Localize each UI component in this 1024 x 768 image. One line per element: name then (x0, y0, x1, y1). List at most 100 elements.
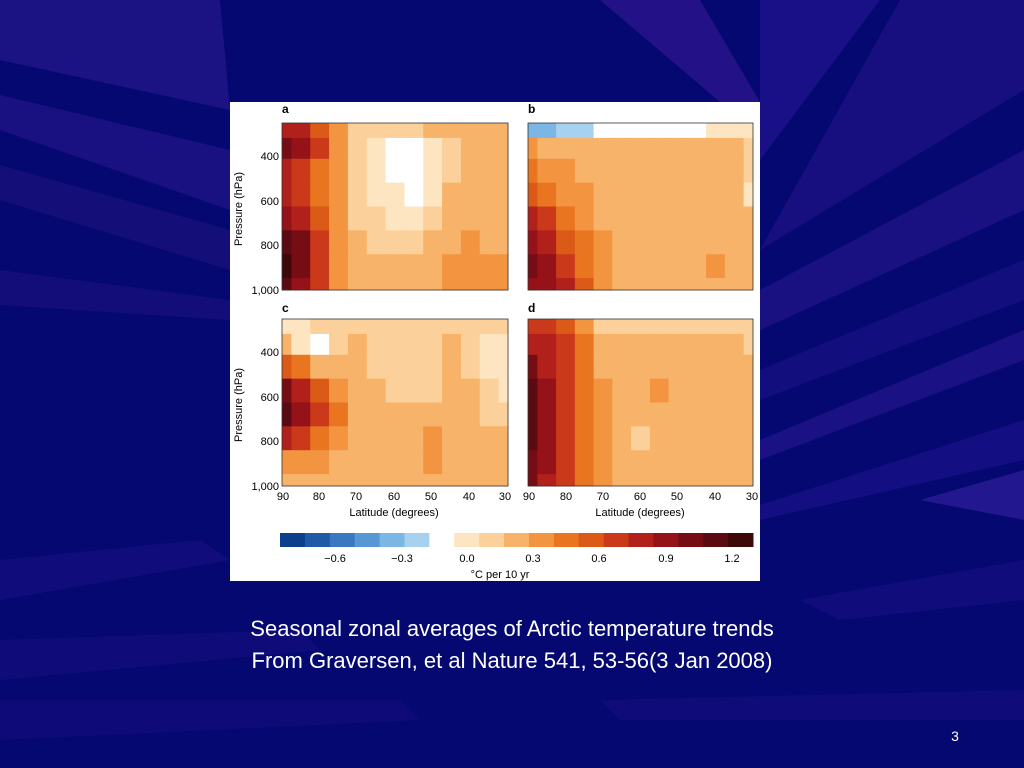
heatmap-cell (442, 137, 462, 160)
heatmap-cell (479, 206, 500, 231)
heatmap-cell (479, 254, 500, 279)
heatmap-cell (366, 333, 387, 356)
heatmap-cell (706, 182, 726, 207)
heatmap-cell (706, 254, 726, 279)
heatmap-cell (649, 182, 670, 207)
heatmap-cell (743, 474, 754, 487)
colorbar (280, 533, 754, 547)
heatmap-cell (574, 474, 595, 487)
colorbar-swatch (504, 533, 530, 547)
heatmap-cell (528, 474, 538, 487)
heatmap-cell (706, 319, 726, 335)
heatmap-cell (574, 230, 595, 255)
heatmap-cell (537, 354, 557, 380)
heatmap-cell (668, 137, 688, 160)
heatmap-cell (706, 333, 726, 356)
heatmap-cell (743, 333, 754, 356)
heatmap-cell (282, 254, 292, 279)
heatmap-cell (404, 158, 424, 184)
heatmap-cell (724, 182, 745, 207)
heatmap-cell (743, 123, 754, 139)
heatmap-cell (282, 278, 292, 291)
heatmap-cell (385, 333, 405, 356)
heatmap-cell (366, 206, 387, 231)
heatmap-cell (593, 278, 613, 291)
heatmap-cell (442, 333, 462, 356)
heatmap-cell (460, 137, 481, 160)
heatmap-cell (687, 182, 707, 207)
x-tick-d-40: 40 (709, 491, 721, 503)
heatmap-cell (385, 402, 405, 427)
heatmap-cell (631, 158, 651, 184)
heatmap-cell (442, 254, 462, 279)
heatmap-cell (385, 278, 405, 291)
heatmap-cell (612, 402, 632, 427)
colorbar-tick-06: 0.6 (591, 553, 606, 565)
heatmap-cell (423, 474, 443, 487)
heatmap-cell (556, 206, 576, 231)
heatmap-cell (574, 333, 595, 356)
heatmap-cell (668, 426, 688, 451)
caption-title: Seasonal zonal averages of Arctic temper… (250, 616, 774, 641)
heatmap-cell (329, 354, 349, 380)
heatmap-cell (612, 182, 632, 207)
heatmap-cell (404, 319, 424, 335)
heatmap-cell (706, 137, 726, 160)
heatmap-cell (385, 137, 405, 160)
heatmap-cell (460, 474, 481, 487)
heatmap-cell (687, 319, 707, 335)
heatmap-cell (593, 450, 613, 475)
heatmap-cell (724, 254, 745, 279)
heatmap-cell (631, 402, 651, 427)
heatmap-cell (528, 137, 538, 160)
heatmap-cell (743, 426, 754, 451)
heatmap-cell (668, 450, 688, 475)
heatmap-cell (528, 426, 538, 451)
heatmap-cell (498, 378, 509, 403)
heatmap-cell (498, 137, 509, 160)
heatmap-cell (612, 158, 632, 184)
heatmap-cell (612, 278, 632, 291)
heatmap-cell (612, 333, 632, 356)
heatmap-cell (460, 254, 481, 279)
heatmap-cell (574, 278, 595, 291)
y-tick-top-800: 800 (261, 240, 279, 252)
heatmap-cell (282, 158, 292, 184)
heatmap-panel-a (281, 122, 509, 291)
panel-label-c: c (282, 301, 289, 315)
colorbar-tick-12: 1.2 (724, 553, 739, 565)
heatmap-cell (528, 402, 538, 427)
heatmap-cell (310, 402, 330, 427)
heatmap-cell (291, 450, 311, 475)
heatmap-cell (706, 450, 726, 475)
heatmap-cell (460, 378, 481, 403)
heatmap-cell (612, 450, 632, 475)
heatmap-cell (442, 319, 462, 335)
heatmap-cell (498, 426, 509, 451)
heatmap-cell (612, 474, 632, 487)
heatmap-cell (347, 354, 368, 380)
heatmap-cell (649, 354, 670, 380)
colorbar-tick-03: 0.3 (525, 553, 540, 565)
heatmap-cell (631, 474, 651, 487)
heatmap-cell (329, 206, 349, 231)
heatmap-cell (479, 426, 500, 451)
heatmap-cell (556, 254, 576, 279)
heatmap-cell (743, 450, 754, 475)
heatmap-cell (460, 426, 481, 451)
colorbar-swatch (528, 533, 555, 547)
heatmap-cell (724, 278, 745, 291)
heatmap-cell (442, 182, 462, 207)
heatmap-cell (291, 378, 311, 403)
panel-label-a: a (282, 102, 289, 116)
heatmap-cell (528, 123, 538, 139)
heatmap-cell (442, 158, 462, 184)
heatmap-cell (423, 158, 443, 184)
heatmap-cell (649, 123, 670, 139)
heatmap-cell (479, 123, 500, 139)
heatmap-cell (528, 182, 538, 207)
heatmap-cell (537, 206, 557, 231)
heatmap-cell (498, 402, 509, 427)
heatmap-cell (612, 426, 632, 451)
heatmap-cell (310, 378, 330, 403)
